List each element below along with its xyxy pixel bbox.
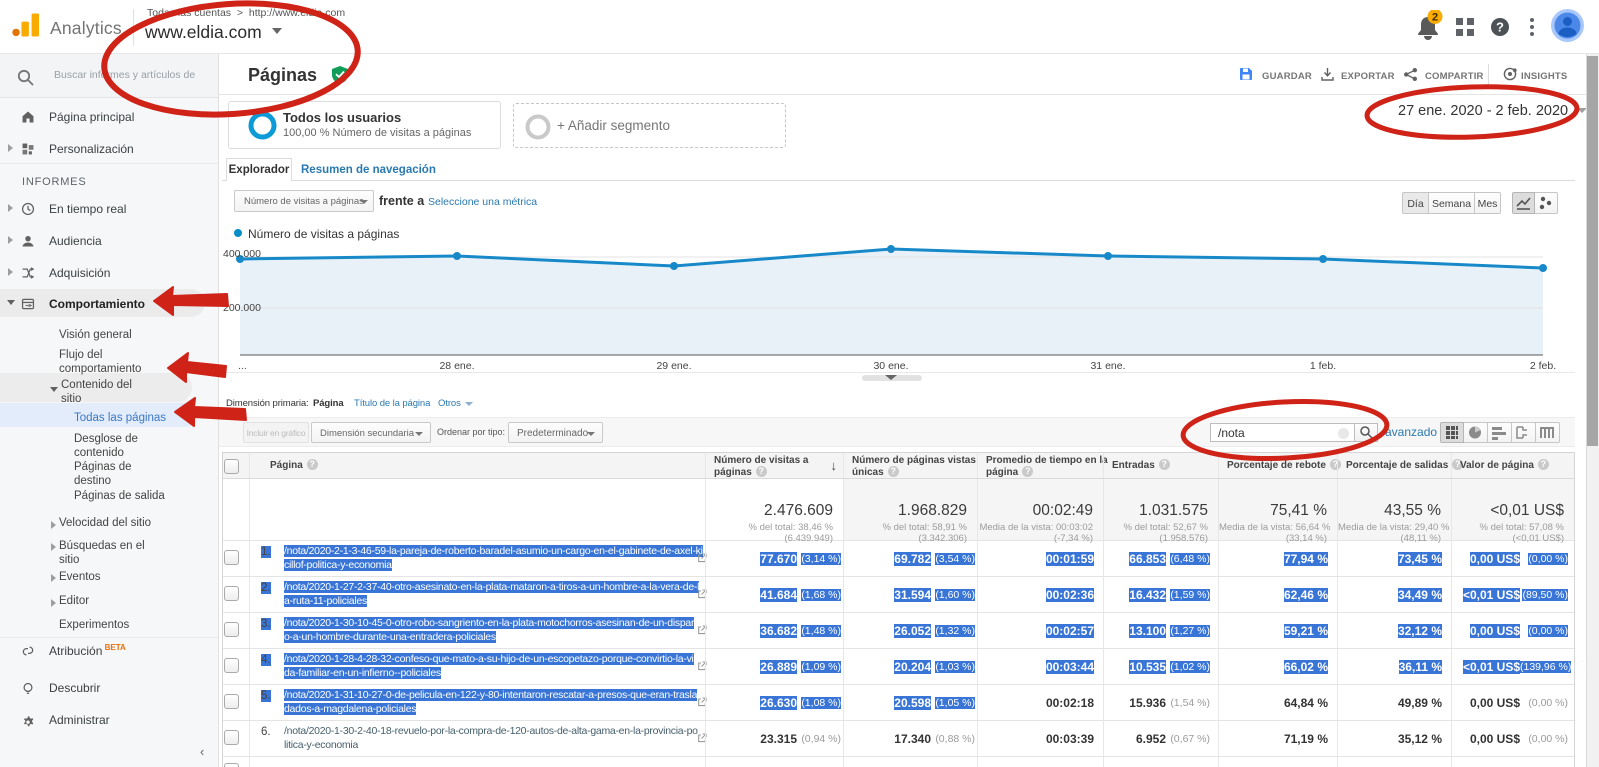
svg-text:31 ene.: 31 ene. (1090, 360, 1125, 372)
svg-text:200.000: 200.000 (223, 302, 261, 314)
svg-text:1 feb.: 1 feb. (1310, 360, 1336, 372)
svg-text:29 ene.: 29 ene. (656, 360, 691, 372)
svg-text:30 ene.: 30 ene. (873, 360, 908, 372)
svg-text:...: ... (238, 360, 247, 372)
svg-text:?: ? (1496, 20, 1504, 35)
svg-text:2 feb.: 2 feb. (1530, 360, 1556, 372)
svg-text:28 ene.: 28 ene. (439, 360, 474, 372)
svg-text:2: 2 (1432, 12, 1438, 24)
svg-text:400.000: 400.000 (223, 248, 261, 260)
